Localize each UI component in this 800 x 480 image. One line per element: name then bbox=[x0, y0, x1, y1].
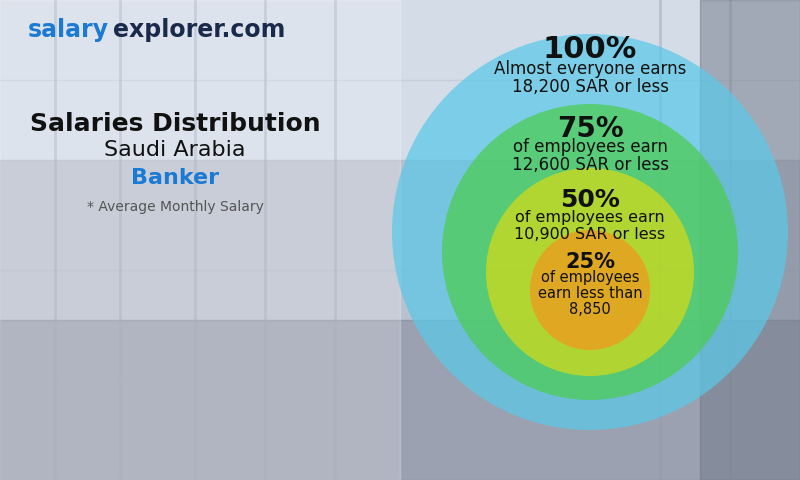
Text: of employees earn: of employees earn bbox=[515, 210, 665, 225]
Text: Banker: Banker bbox=[131, 168, 219, 188]
Text: 10,900 SAR or less: 10,900 SAR or less bbox=[514, 227, 666, 242]
Text: 18,200 SAR or less: 18,200 SAR or less bbox=[511, 78, 669, 96]
Text: earn less than: earn less than bbox=[538, 286, 642, 301]
Circle shape bbox=[486, 168, 694, 376]
Text: 75%: 75% bbox=[557, 115, 623, 143]
Text: Almost everyone earns: Almost everyone earns bbox=[494, 60, 686, 78]
Text: 50%: 50% bbox=[560, 188, 620, 212]
Text: 12,600 SAR or less: 12,600 SAR or less bbox=[511, 156, 669, 174]
Text: of employees earn: of employees earn bbox=[513, 138, 667, 156]
Text: * Average Monthly Salary: * Average Monthly Salary bbox=[86, 200, 263, 214]
Circle shape bbox=[442, 104, 738, 400]
Text: explorer.com: explorer.com bbox=[113, 18, 286, 42]
Text: of employees: of employees bbox=[541, 270, 639, 285]
Circle shape bbox=[392, 34, 788, 430]
Text: Saudi Arabia: Saudi Arabia bbox=[104, 140, 246, 160]
Text: 25%: 25% bbox=[565, 252, 615, 272]
Text: salary: salary bbox=[28, 18, 109, 42]
Text: 8,850: 8,850 bbox=[569, 302, 611, 317]
Text: 100%: 100% bbox=[543, 35, 637, 64]
Text: Salaries Distribution: Salaries Distribution bbox=[30, 112, 320, 136]
Circle shape bbox=[530, 230, 650, 350]
